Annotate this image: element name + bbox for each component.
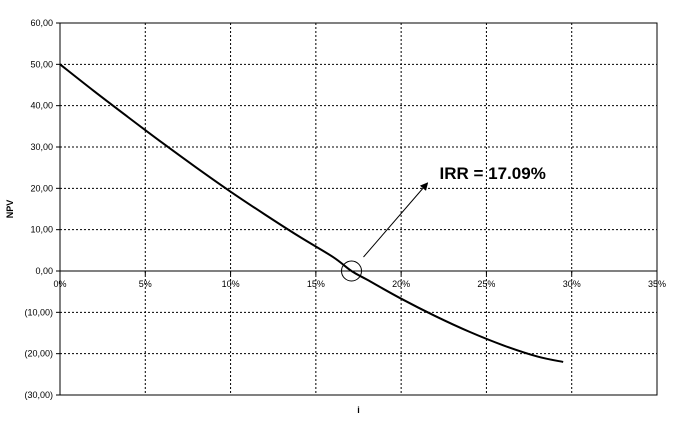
y-tick-label: (20,00) [24,349,53,359]
x-tick-label: 10% [222,279,240,289]
x-axis-title: i [357,405,360,415]
y-tick-label: 10,00 [30,225,53,235]
y-tick-label: 60,00 [30,18,53,28]
y-tick-label: (30,00) [24,390,53,400]
plot-area-border [59,22,658,396]
x-tick-label: 5% [139,279,152,289]
y-tick-label: (10,00) [24,307,53,317]
x-axis-ticks: 0% 5% 10% 15% 20% 25% 30% 35% [53,271,666,289]
grid-lines [60,23,657,395]
x-tick-label: 25% [477,279,495,289]
y-tick-label: 50,00 [30,59,53,69]
irr-marker-circle [341,260,363,282]
x-tick-label: 0% [53,279,66,289]
y-tick-label: 40,00 [30,101,53,111]
y-tick-label: 30,00 [30,142,53,152]
x-tick-label: 30% [563,279,581,289]
npv-series-line [59,63,564,363]
x-tick-label: 15% [307,279,325,289]
y-tick-label: 0,00 [35,266,53,276]
y-axis-title: NPV [5,200,15,219]
y-axis-ticks: 60,00 50,00 40,00 30,00 20,00 10,00 0,00 (10,00… [24,18,60,400]
irr-annotation-label: IRR = 17.09% [440,164,546,183]
irr-annotation-arrow [363,182,429,258]
y-tick-label: 20,00 [30,183,53,193]
x-tick-label: 35% [648,279,666,289]
x-tick-label: 20% [392,279,410,289]
